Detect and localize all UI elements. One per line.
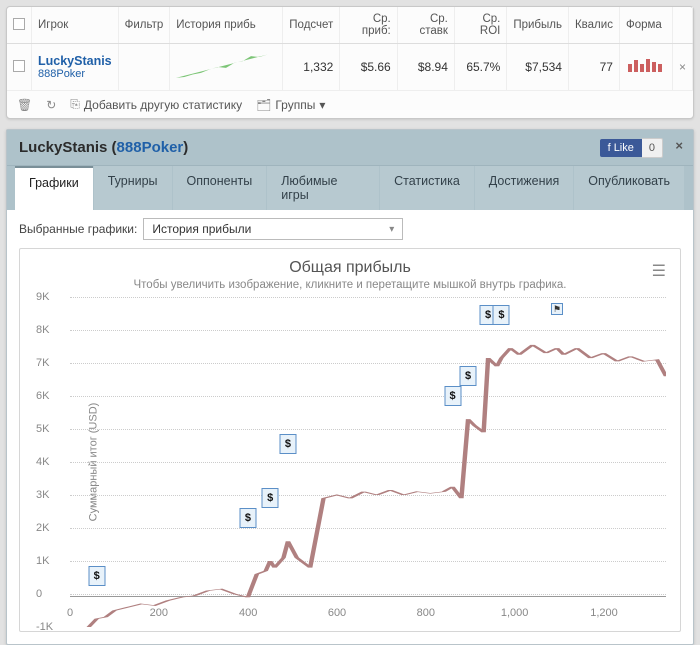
- form-icon: [619, 44, 672, 91]
- qualif-value: 77: [568, 44, 619, 91]
- facebook-like-count: 0: [642, 138, 663, 158]
- delete-stat-button[interactable]: 🗑: [17, 98, 32, 112]
- tab-favorite-games[interactable]: Любимые игры: [267, 166, 379, 210]
- avgprofit-value: $5.66: [340, 44, 397, 91]
- profit-marker[interactable]: $: [88, 566, 105, 586]
- select-all-checkbox[interactable]: [7, 7, 32, 44]
- row-close-button[interactable]: ×: [672, 44, 692, 91]
- col-header-avgbet[interactable]: Ср. ставк: [397, 7, 454, 44]
- col-header-qualif[interactable]: Квалис: [568, 7, 619, 44]
- groups-icon: 🗂: [256, 98, 271, 112]
- player-table-widget: Игрок Фильтр История прибь Подсчет Ср. п…: [6, 6, 694, 119]
- profit-value: $7,534: [507, 44, 569, 91]
- profit-marker[interactable]: $: [460, 366, 477, 386]
- col-header-form[interactable]: Форма: [619, 7, 672, 44]
- refresh-icon: ↻: [46, 98, 56, 112]
- row-checkbox[interactable]: [7, 44, 32, 91]
- add-stat-icon: ⎘: [70, 97, 80, 112]
- tab-graphics[interactable]: Графики: [15, 166, 93, 210]
- chart-select-row: Выбранные графики: История прибыли ▾: [7, 210, 693, 248]
- chart-select-chevron-icon: ▾: [389, 224, 394, 235]
- tab-publish[interactable]: Опубликовать: [574, 166, 684, 210]
- count-value: 1,332: [283, 44, 340, 91]
- facebook-icon: f: [608, 142, 611, 154]
- chart-type-select[interactable]: История прибыли ▾: [143, 218, 403, 240]
- sparkline-cell: [170, 44, 283, 91]
- profit-note-marker[interactable]: ⚑: [551, 303, 563, 315]
- col-header-count[interactable]: Подсчет: [283, 7, 340, 44]
- profit-chart-area[interactable]: Суммарный итог (USD) 9K 8K 7K 6K 5K 4K 3…: [70, 297, 666, 627]
- profit-marker[interactable]: $: [262, 488, 279, 508]
- avgroi-value: 65.7%: [454, 44, 506, 91]
- col-header-filter[interactable]: Фильтр: [118, 7, 170, 44]
- tab-tournaments[interactable]: Турниры: [94, 166, 172, 210]
- profit-chart-container: Общая прибыль Чтобы увеличить изображени…: [19, 248, 681, 632]
- panel-header: LuckyStanis (888Poker) f Like 0 ×: [7, 130, 693, 166]
- col-header-profit[interactable]: Прибыль: [507, 7, 569, 44]
- chart-menu-icon[interactable]: ☰: [652, 261, 666, 281]
- profit-marker[interactable]: $: [444, 386, 461, 406]
- col-header-blank: [672, 7, 692, 44]
- facebook-like-button[interactable]: f Like: [600, 139, 642, 157]
- player-table: Игрок Фильтр История прибь Подсчет Ср. п…: [7, 7, 693, 91]
- player-row[interactable]: LuckyStanis 888Poker 1,332 $5.66 $8.94 6…: [7, 44, 693, 91]
- col-header-history[interactable]: История прибь: [170, 7, 283, 44]
- trash-icon: 🗑: [17, 98, 32, 112]
- profit-marker[interactable]: $: [239, 508, 256, 528]
- profit-line-chart: [70, 297, 666, 627]
- col-header-player[interactable]: Игрок: [32, 7, 119, 44]
- profit-marker[interactable]: $: [493, 305, 510, 325]
- panel-close-button[interactable]: ×: [675, 138, 683, 153]
- facebook-like-widget[interactable]: f Like 0: [600, 138, 663, 158]
- tab-opponents[interactable]: Оппоненты: [173, 166, 267, 210]
- groups-chevron-icon: ▾: [319, 98, 325, 112]
- col-header-avgroi[interactable]: Ср. ROI: [454, 7, 506, 44]
- panel-title: LuckyStanis (888Poker): [19, 139, 188, 156]
- refresh-button[interactable]: ↻: [46, 98, 56, 112]
- panel-tabs: Графики Турниры Оппоненты Любимые игры С…: [7, 166, 693, 210]
- add-stat-button[interactable]: ⎘ Добавить другую статистику: [70, 97, 242, 112]
- tab-achievements[interactable]: Достижения: [475, 166, 573, 210]
- player-detail-panel: LuckyStanis (888Poker) f Like 0 × График…: [6, 129, 694, 645]
- groups-dropdown-button[interactable]: 🗂 Группы ▾: [256, 98, 325, 112]
- filter-cell: [118, 44, 170, 91]
- profit-marker[interactable]: $: [279, 434, 296, 454]
- avgbet-value: $8.94: [397, 44, 454, 91]
- tab-statistics[interactable]: Статистика: [380, 166, 474, 210]
- col-header-avgprofit[interactable]: Ср. приб:: [340, 7, 397, 44]
- player-name-cell[interactable]: LuckyStanis 888Poker: [32, 44, 119, 91]
